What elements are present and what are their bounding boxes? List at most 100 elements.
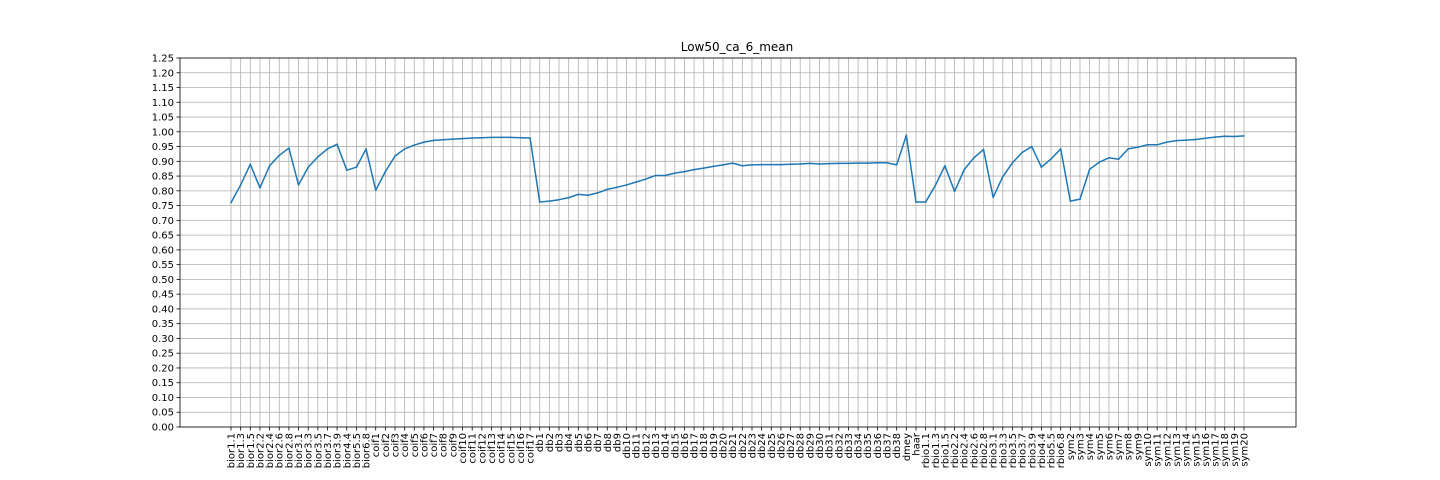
data-point <box>481 136 483 139</box>
x-tick-label: rbio4.4 <box>1037 433 1048 468</box>
x-tick-label: rbio6.8 <box>1056 433 1067 468</box>
data-point <box>1127 148 1130 150</box>
x-tick-label: db18 <box>699 433 710 458</box>
y-tick-label: 0.45 <box>152 290 174 301</box>
y-tick-label: 0.60 <box>152 245 174 256</box>
data-point <box>1011 161 1014 164</box>
x-tick-label: coif5 <box>410 433 421 457</box>
x-tick-label: bior3.3 <box>304 433 315 468</box>
x-tick-label: db17 <box>690 433 701 458</box>
y-tick-label: 0.25 <box>152 349 174 360</box>
data-point <box>1117 158 1120 161</box>
x-tick-label: sym11 <box>1153 433 1164 467</box>
data-point <box>1214 136 1216 138</box>
x-tick-label: bior3.5 <box>313 433 324 468</box>
data-point <box>587 194 589 197</box>
x-tick-label: db2 <box>545 433 556 452</box>
data-point <box>297 184 300 186</box>
data-point <box>1175 139 1178 142</box>
y-tick-label: 1.10 <box>152 98 174 109</box>
data-point <box>722 164 724 166</box>
x-tick-label: db1 <box>535 433 546 452</box>
data-point <box>741 164 744 167</box>
data-point <box>1166 141 1168 143</box>
data-point <box>789 163 792 166</box>
data-point <box>307 166 309 169</box>
x-tick-label: bior2.4 <box>265 433 276 468</box>
x-tick-label: db32 <box>834 433 845 458</box>
data-point <box>944 164 946 167</box>
x-tick-label: sym8 <box>1124 433 1135 460</box>
data-point <box>394 155 396 157</box>
x-tick-label: db30 <box>815 433 826 458</box>
y-tick-label: 1.25 <box>152 54 174 65</box>
x-tick-label: db23 <box>747 433 758 458</box>
y-tick-label: 0.20 <box>152 363 174 374</box>
x-tick-label: coif11 <box>468 433 479 464</box>
data-point <box>606 188 609 191</box>
data-point <box>809 162 811 165</box>
x-tick-label: db21 <box>728 433 739 458</box>
x-tick-label: sym3 <box>1075 433 1086 460</box>
x-tick-label: rbio3.7 <box>1018 433 1029 468</box>
data-point <box>461 137 464 140</box>
x-tick-label: db8 <box>603 433 614 452</box>
y-tick-label: 1.20 <box>152 68 174 79</box>
x-tick-label: db27 <box>786 433 797 458</box>
y-tick-label: 1.00 <box>152 127 174 138</box>
x-tick-label: coif6 <box>419 433 430 457</box>
x-tick-label: rbio1.5 <box>940 433 951 468</box>
data-point <box>1021 151 1023 154</box>
x-tick-label: coif3 <box>391 433 402 457</box>
x-tick-label: db13 <box>651 433 662 458</box>
x-tick-label: db9 <box>612 433 623 452</box>
data-point <box>239 184 242 186</box>
data-point <box>799 163 802 165</box>
x-tick-label: db36 <box>873 433 884 458</box>
data-point <box>886 161 888 164</box>
chart-title: Low50_ca_6_mean <box>681 40 794 54</box>
x-tick-label: db4 <box>564 433 575 452</box>
data-point <box>413 144 416 146</box>
y-tick-label: 1.15 <box>152 83 174 94</box>
data-point <box>1030 145 1033 148</box>
x-tick-label: bior3.7 <box>323 433 334 468</box>
data-point <box>355 166 358 169</box>
data-point <box>1185 139 1187 141</box>
x-tick-label: db31 <box>825 433 836 458</box>
data-point <box>866 162 869 164</box>
y-tick-label: 0.30 <box>152 334 174 345</box>
data-point <box>760 163 763 166</box>
data-point <box>1194 138 1197 141</box>
data-point <box>268 164 271 167</box>
data-point <box>500 136 502 139</box>
grid-layer <box>180 57 1296 428</box>
data-point <box>693 168 695 171</box>
x-tick-label: rbio3.9 <box>1027 433 1038 468</box>
x-tick-label: rbio3.5 <box>1008 433 1019 468</box>
x-tick-label: bior2.6 <box>275 433 286 468</box>
x-tick-label: bior5.5 <box>352 433 363 468</box>
x-tick-label: sym18 <box>1220 433 1231 467</box>
x-tick-label: sym7 <box>1114 433 1125 460</box>
y-tick-label: 0.85 <box>152 172 174 183</box>
data-point <box>1156 143 1158 146</box>
data-point <box>963 168 966 171</box>
x-tick-label: sym12 <box>1162 433 1173 467</box>
data-point <box>278 154 281 157</box>
data-point <box>625 184 628 186</box>
x-tick-label: sym5 <box>1095 433 1106 460</box>
data-point <box>645 178 647 180</box>
data-point <box>529 137 531 139</box>
data-point <box>828 162 830 165</box>
data-point <box>1108 156 1110 159</box>
data-point <box>374 189 377 192</box>
x-tick-label: coif16 <box>516 433 527 464</box>
data-point <box>567 196 570 199</box>
x-tick-label: rbio1.1 <box>921 433 932 468</box>
data-point <box>1204 137 1207 140</box>
x-tick-label: coif15 <box>506 433 517 464</box>
x-tick-label: db3 <box>555 433 566 452</box>
x-tick-label: coif10 <box>458 433 469 464</box>
data-point <box>1146 143 1149 146</box>
